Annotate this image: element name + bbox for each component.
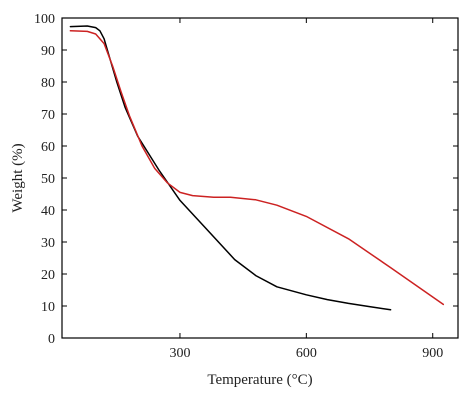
plot-frame — [61, 17, 459, 339]
y-tick-label: 60 — [41, 140, 55, 155]
y-tick-label: 10 — [41, 300, 55, 315]
y-tick-label: 30 — [41, 236, 55, 251]
series-line-black — [69, 25, 392, 311]
y-tick-label: 0 — [48, 332, 55, 347]
tick-labels: 0 10 20 30 40 50 60 70 80 90 100 300 600 900 — [34, 12, 443, 361]
x-axis-title: Temperature (°C) — [207, 372, 312, 388]
y-tick-label: 90 — [41, 44, 55, 59]
y-tick-label: 50 — [41, 172, 55, 187]
x-tick-label: 300 — [169, 346, 190, 361]
x-tick-label: 600 — [296, 346, 317, 361]
y-tick-label: 80 — [41, 76, 55, 91]
series-lines — [69, 25, 445, 311]
y-tick-label: 40 — [41, 204, 55, 219]
tick-marks — [62, 17, 458, 339]
y-tick-label: 100 — [34, 12, 55, 27]
y-tick-label: 70 — [41, 108, 55, 123]
y-tick-label: 20 — [41, 268, 55, 283]
x-tick-label: 900 — [422, 346, 443, 361]
series-line-red — [69, 30, 445, 306]
y-axis-title: Weight (%) — [10, 143, 26, 212]
